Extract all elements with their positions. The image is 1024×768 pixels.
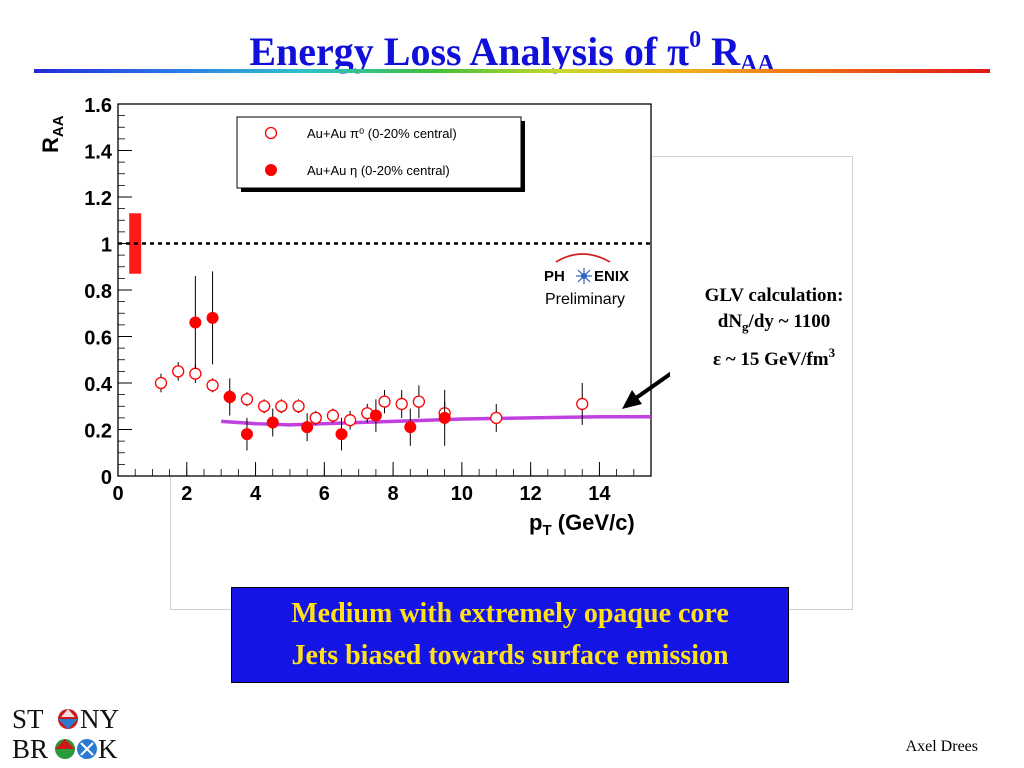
eta-point	[223, 390, 236, 403]
pi0-point	[343, 414, 357, 427]
logo-o-icon-2	[55, 739, 75, 759]
glv-line-3: ε ~ 15 GeV/fm3	[712, 345, 836, 370]
author-name: Axel Drees	[905, 738, 978, 755]
pi0-point	[206, 379, 219, 392]
pi0-point	[395, 397, 408, 411]
y-tick-label: 1	[101, 235, 112, 257]
logo-o-icon-1	[58, 709, 78, 729]
phenix-bird-icon	[576, 268, 592, 284]
x-tick-label: 10	[451, 483, 473, 505]
logo-o-icon-3	[77, 739, 97, 759]
glv-arrow	[622, 371, 670, 409]
title-main: Energy Loss Analysis of π	[249, 29, 690, 74]
pi0-point	[154, 376, 168, 390]
eta-point	[301, 421, 314, 434]
pi0-point	[490, 411, 503, 425]
x-tick-label: 2	[181, 483, 192, 505]
phenix-name-left: PH	[544, 268, 565, 285]
eta-point	[206, 311, 219, 324]
glv-annotation: GLV calculation: dNg/dy ~ 1100 ε ~ 15 Ge…	[664, 283, 884, 373]
y-tick-label: 0	[101, 467, 112, 489]
conclusion-line-2: Jets biased towards surface emission	[291, 640, 729, 671]
phenix-preliminary-label: PH ENIX Preliminary	[544, 253, 629, 308]
y-axis-label: RAA	[38, 115, 67, 153]
y-tick-label: 0.8	[84, 281, 112, 303]
eta-point	[266, 416, 279, 429]
pi0-point	[292, 400, 305, 413]
eta-point	[369, 409, 382, 422]
y-tick-label: 1.4	[84, 142, 113, 164]
glv-line-1: GLV calculation:	[704, 285, 844, 306]
logo-row1-right: NY	[80, 704, 119, 734]
conclusion-box: Medium with extremely opaque core Jets b…	[231, 587, 789, 683]
eta-point	[438, 411, 451, 424]
pi0-point	[576, 397, 589, 411]
glv-line-2: dNg/dy ~ 1100	[717, 311, 831, 334]
y-tick-label: 0.4	[84, 374, 113, 396]
x-tick-label: 8	[388, 483, 399, 505]
phenix-name-right: ENIX	[594, 268, 629, 285]
pi0-point	[309, 411, 322, 425]
pi0-point	[412, 395, 426, 408]
y-tick-label: 0.6	[84, 328, 112, 350]
x-tick-label: 12	[520, 483, 542, 505]
pi0-point	[378, 395, 391, 408]
eta-point	[335, 428, 348, 441]
svg-text:RAA: RAA	[38, 115, 67, 153]
pi0-point	[257, 400, 271, 413]
logo-row2-left: BR	[12, 734, 48, 764]
logo-row1-left: ST	[12, 704, 44, 734]
legend-eta-label: Au+Au η (0-20% central)	[307, 163, 450, 178]
pi0-point	[326, 409, 340, 422]
legend: Au+Au π⁰ (0-20% central) Au+Au η (0-20% …	[236, 116, 525, 192]
eta-point	[189, 316, 202, 329]
glv-curve	[221, 414, 651, 427]
title-rainbow-rule	[34, 69, 990, 73]
x-tick-label: 0	[112, 483, 123, 505]
x-tick-label: 14	[588, 483, 611, 505]
preliminary-label: Preliminary	[545, 291, 625, 308]
pi0-point	[172, 365, 185, 378]
title-tail: R	[701, 29, 740, 74]
x-axis-label: pT (GeV/c)	[529, 510, 635, 539]
y-tick-label: 0.2	[84, 421, 112, 443]
y-tick-label: 1.2	[84, 188, 112, 210]
raa-chart: 0 0.2 0.4 0.6 0.8 1 1.2 1.4 1.6 0 2 4 6 8 10 12 14 Au+Au…	[38, 95, 670, 539]
phenix-arc-icon	[555, 253, 611, 263]
logo-row2-right: K	[98, 734, 118, 764]
pi0-point	[240, 393, 254, 406]
eta-point	[240, 428, 253, 441]
slide-title: Energy Loss Analysis of π0 RAA	[0, 14, 1024, 90]
y-tick-label: 1.6	[84, 95, 112, 117]
x-tick-label: 6	[319, 483, 330, 505]
legend-pi0-label: Au+Au π⁰ (0-20% central)	[307, 126, 457, 141]
conclusion-line-1: Medium with extremely opaque core	[291, 598, 729, 629]
pi0-point	[275, 400, 288, 413]
legend-eta-marker	[265, 164, 277, 176]
title-superscript: 0	[689, 27, 702, 53]
stony-brook-logo: ST NY BR K	[12, 704, 119, 764]
pi0-point	[189, 367, 202, 380]
title-subscript: AA	[739, 51, 775, 77]
x-tick-label: 4	[250, 483, 262, 505]
legend-box	[236, 116, 522, 189]
legend-pi0-marker	[264, 126, 278, 140]
svg-text:pT (GeV/c): pT (GeV/c)	[529, 510, 635, 539]
eta-point	[404, 421, 417, 434]
